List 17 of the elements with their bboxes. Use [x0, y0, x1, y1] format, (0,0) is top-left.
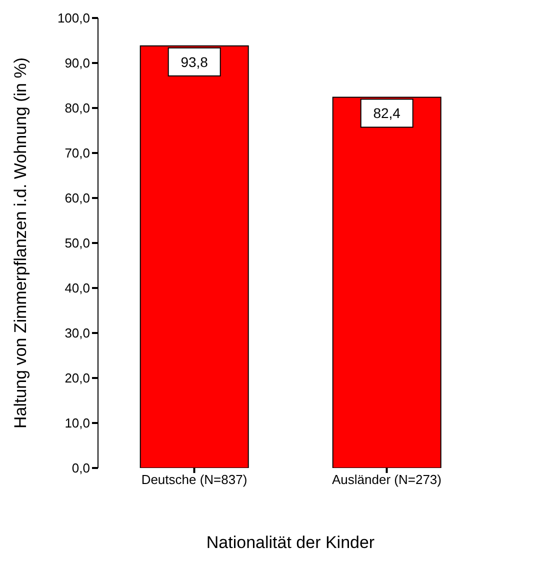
data-label: 82,4 — [373, 105, 401, 122]
x-axis-title: Nationalität der Kinder — [206, 533, 375, 552]
y-tick-label: 70,0 — [64, 146, 90, 161]
y-tick-label: 0,0 — [72, 460, 90, 476]
x-tick-label: Ausländer (N=273) — [332, 472, 442, 488]
y-tick-label: 50,0 — [64, 236, 90, 251]
data-label: 93,8 — [180, 54, 208, 70]
y-tick-label: 90,0 — [64, 56, 90, 71]
y-axis-title: Haltung von Zimmerpflanzen i.d. Wohnung (in %) — [11, 57, 30, 429]
y-tick-label: 40,0 — [64, 280, 90, 296]
x-tick-label: Deutsche (N=837) — [141, 472, 248, 488]
y-tick-label: 80,0 — [64, 100, 90, 116]
y-tick-label: 30,0 — [64, 326, 90, 341]
y-tick-label: 20,0 — [64, 370, 90, 386]
y-tick-label: 10,0 — [64, 416, 90, 431]
y-tick-label: 100,0 — [57, 10, 90, 26]
y-tick-label: 60,0 — [64, 190, 90, 206]
